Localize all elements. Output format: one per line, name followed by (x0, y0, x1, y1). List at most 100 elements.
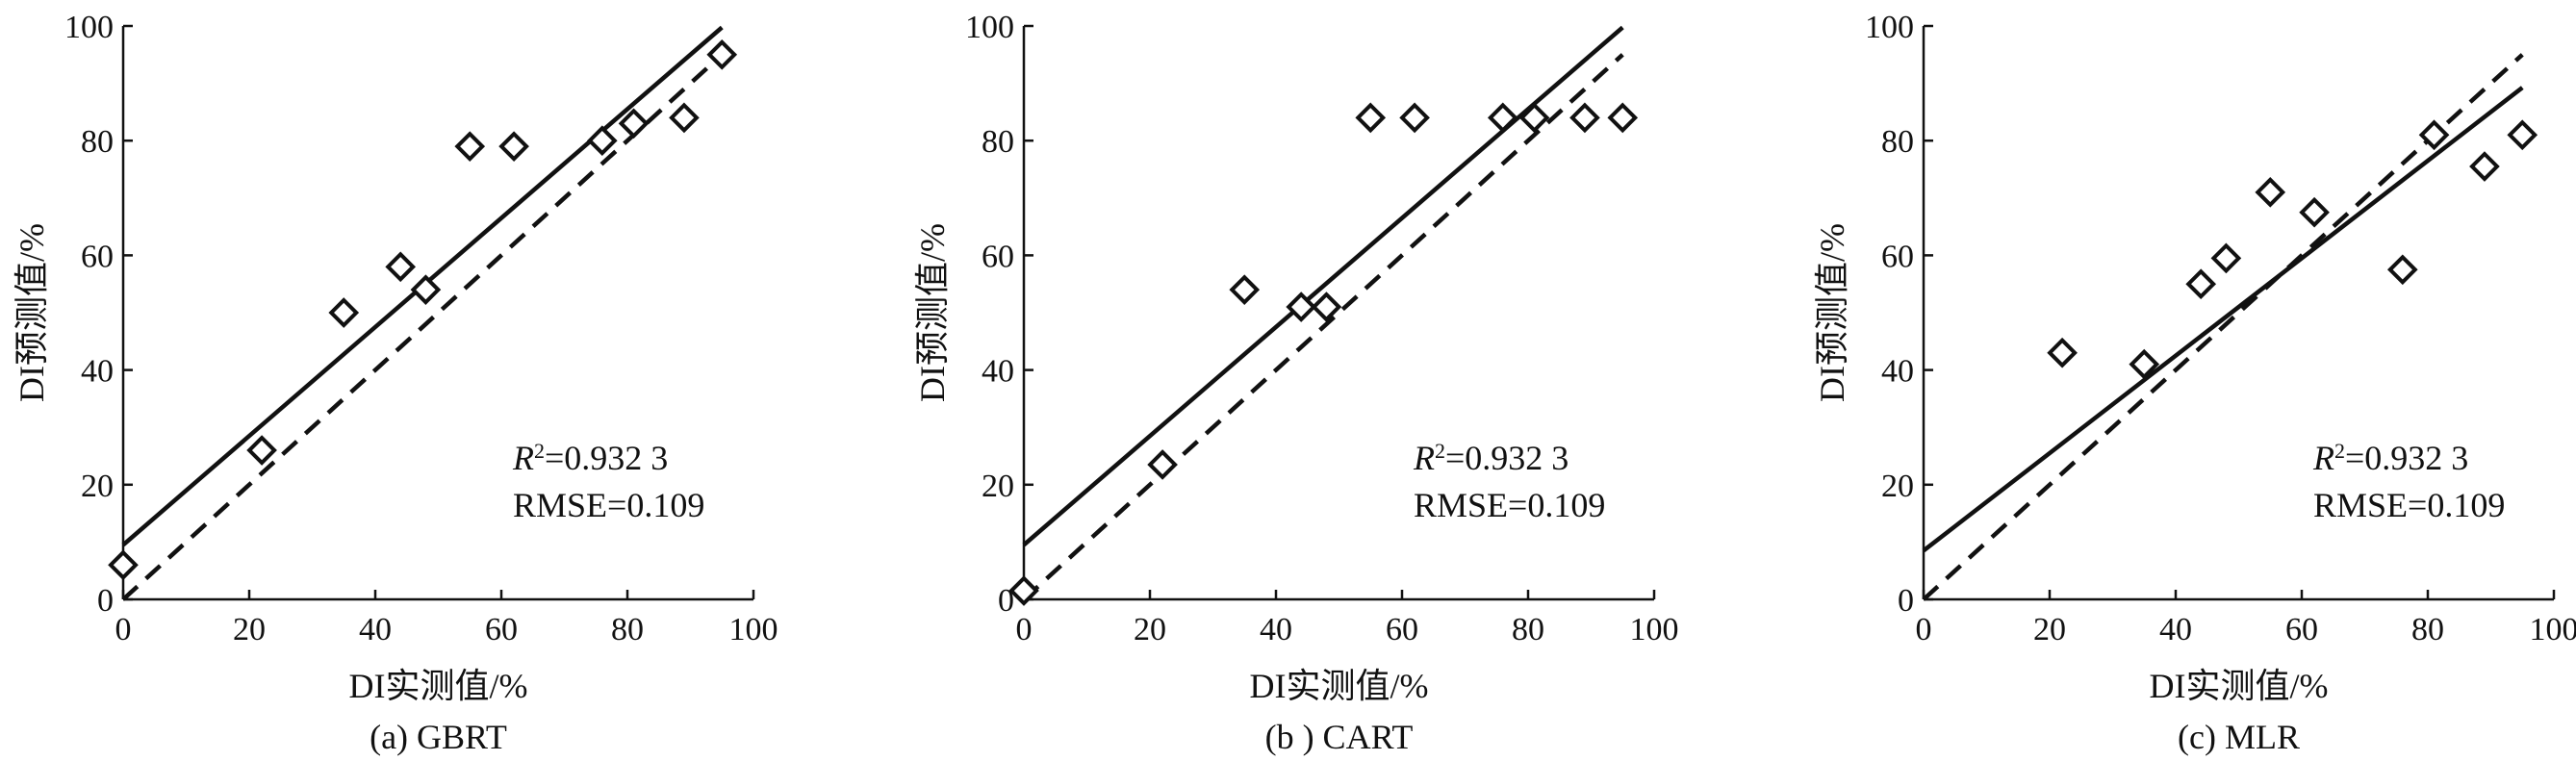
x-tick-label: 20 (233, 612, 266, 647)
data-point (1607, 102, 1639, 134)
r2-exponent: 2 (1435, 439, 1445, 463)
x-tick-label: 80 (611, 612, 644, 647)
data-point (1311, 292, 1342, 322)
x-axis-title: DI实测值/% (349, 667, 528, 705)
x-axis-title: DI实测值/% (1250, 667, 1429, 705)
r2-annotation: R2=0.932 3 (512, 439, 668, 477)
reference-line (1922, 53, 2524, 601)
y-tick-label: 80 (81, 124, 114, 160)
rmse-annotation: RMSE=0.109 (2313, 486, 2505, 524)
y-tick-label: 40 (1881, 354, 1914, 390)
data-point (586, 125, 618, 157)
data-point (108, 549, 139, 581)
data-point (1229, 274, 1261, 305)
x-tick-label: 0 (1916, 612, 1932, 647)
panel-caption: (c) MLR (2178, 718, 2300, 756)
x-tick-label: 0 (1016, 612, 1033, 647)
data-point (2507, 119, 2538, 151)
data-point (2299, 196, 2330, 228)
data-point (1399, 102, 1430, 134)
data-point (454, 131, 486, 162)
y-axis-title: DI预测值/% (13, 223, 51, 402)
data-point (1487, 102, 1518, 134)
data-point (2047, 337, 2078, 368)
x-tick-label: 40 (359, 612, 392, 647)
data-point (2129, 348, 2160, 380)
r2-symbol: R (512, 439, 534, 477)
y-axis-title: DI预测值/% (913, 223, 952, 402)
data-point (1355, 102, 1387, 134)
x-tick-label: 40 (1260, 612, 1292, 647)
y-tick-label: 20 (982, 469, 1014, 504)
chart-panel-c: 0 20 40 60 80 100 0 20 40 60 80 100 R2=0.932 3 RMSE=0… (1813, 10, 2576, 756)
data-point (2185, 268, 2217, 300)
panel-caption: (b ) CART (1265, 718, 1414, 756)
rmse-annotation: RMSE=0.109 (1414, 486, 1605, 524)
rmse-annotation: RMSE=0.109 (513, 486, 704, 524)
y-tick-label: 100 (1865, 10, 1914, 45)
y-tick-label: 40 (81, 354, 114, 390)
x-tick-label: 80 (1512, 612, 1544, 647)
data-point (2386, 254, 2418, 286)
reference-line (1022, 53, 1624, 601)
data-point (2255, 177, 2286, 208)
y-tick-label: 60 (982, 239, 1014, 274)
y-tick-label: 20 (81, 469, 114, 504)
r2-annotation: R2=0.932 3 (2312, 439, 2468, 477)
y-tick-label: 0 (97, 583, 114, 619)
x-tick-label: 100 (729, 612, 778, 647)
y-tick-label: 60 (81, 239, 114, 274)
y-axis-title: DI预测值/% (1813, 223, 1851, 402)
x-tick-label: 60 (485, 612, 518, 647)
r2-annotation: R2=0.932 3 (1413, 439, 1569, 477)
fit-line (1022, 25, 1624, 547)
y-tick-label: 60 (1881, 239, 1914, 274)
r2-value: =0.932 3 (2345, 439, 2468, 477)
y-tick-label: 100 (965, 10, 1014, 45)
x-tick-label: 80 (2411, 612, 2444, 647)
x-tick-label: 60 (1386, 612, 1418, 647)
y-tick-label: 0 (1898, 583, 1914, 619)
x-tick-label: 60 (2285, 612, 2318, 647)
r2-exponent: 2 (534, 439, 545, 463)
panel-caption: (a) GBRT (370, 718, 507, 756)
fit-line (1922, 86, 2524, 553)
data-point (669, 102, 700, 134)
data-point (385, 251, 417, 283)
data-point (410, 274, 442, 305)
data-point (246, 435, 277, 466)
r2-symbol: R (2312, 439, 2334, 477)
x-tick-label: 100 (2530, 612, 2576, 647)
data-point (2469, 151, 2500, 182)
data-point (2210, 242, 2242, 274)
y-tick-label: 80 (1881, 124, 1914, 160)
y-tick-label: 80 (982, 124, 1014, 160)
reference-line (121, 53, 724, 601)
y-tick-label: 100 (64, 10, 114, 45)
data-point (1286, 292, 1317, 322)
data-point (328, 297, 360, 328)
x-tick-label: 40 (2159, 612, 2192, 647)
y-tick-label: 20 (1881, 469, 1914, 504)
data-point (1569, 102, 1600, 134)
r2-value: =0.932 3 (545, 439, 668, 477)
x-tick-label: 20 (2033, 612, 2066, 647)
data-point (1518, 102, 1550, 134)
data-point (2418, 119, 2450, 151)
data-point (706, 38, 738, 70)
r2-exponent: 2 (2334, 439, 2345, 463)
x-tick-label: 20 (1134, 612, 1166, 647)
data-point (498, 131, 529, 162)
r2-value: =0.932 3 (1445, 439, 1569, 477)
r2-symbol: R (1413, 439, 1435, 477)
y-tick-label: 40 (982, 354, 1014, 390)
data-point (1147, 449, 1178, 480)
x-axis-title: DI实测值/% (2150, 667, 2329, 705)
x-tick-label: 100 (1630, 612, 1679, 647)
data-point (618, 108, 650, 140)
data-point (1008, 575, 1039, 606)
chart-panel-a: 0 20 40 60 80 100 0 20 40 60 80 100 R2=0.932 3 RMSE=0… (13, 10, 778, 756)
x-tick-label: 0 (115, 612, 132, 647)
